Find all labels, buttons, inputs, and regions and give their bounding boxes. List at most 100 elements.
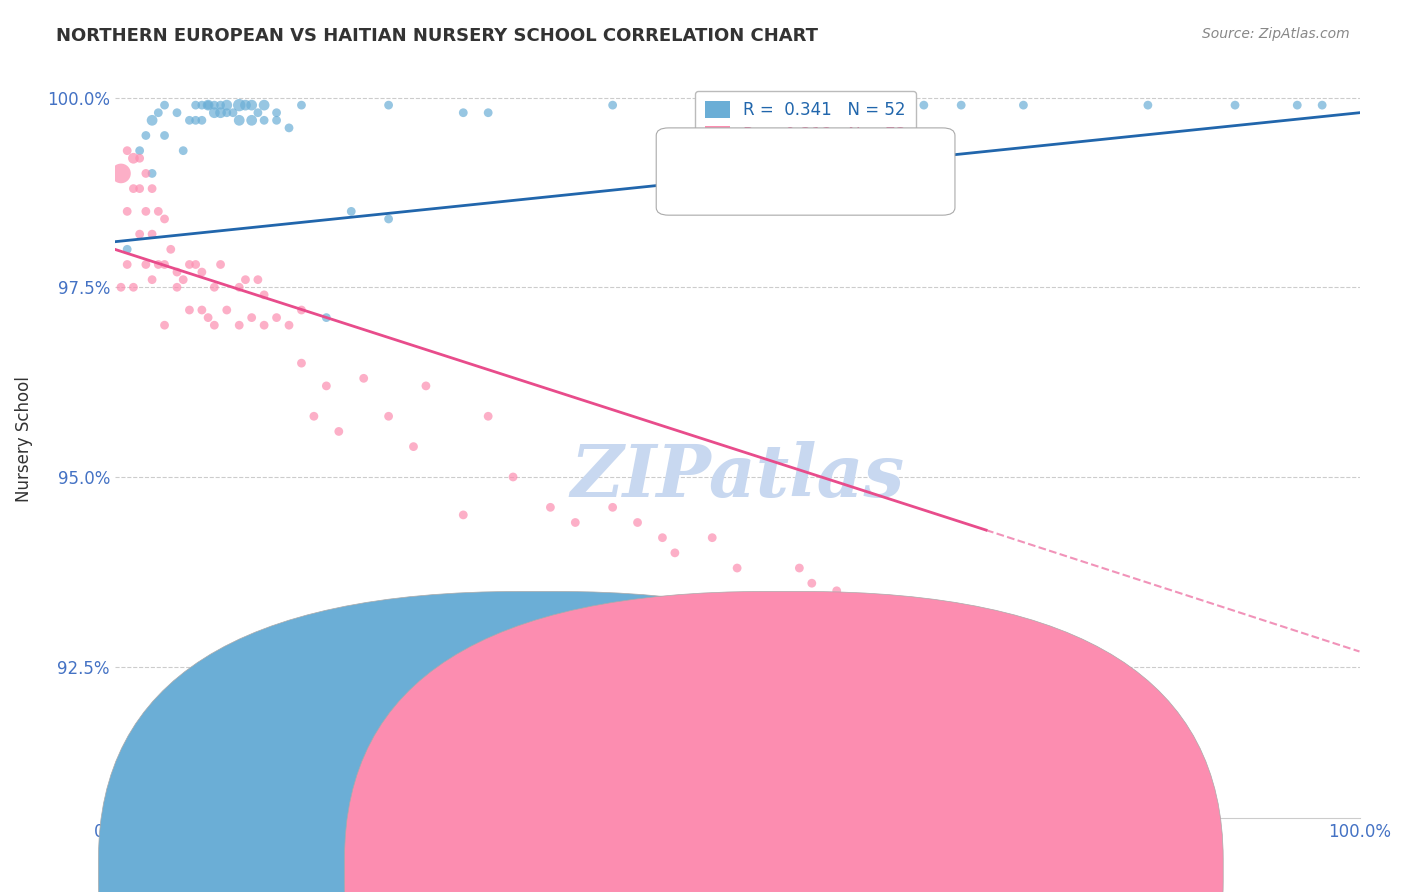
Point (825, 98, 848, 112)
Point (876, 98, 898, 112)
Point (179, 303, 201, 318)
Point (228, 280, 250, 294)
Point (266, 113, 288, 128)
Point (184, 113, 207, 128)
Point (148, 204, 170, 219)
Point (377, 211, 399, 226)
Point (202, 98, 225, 112)
Point (240, 113, 263, 128)
Point (290, 98, 312, 112)
Point (115, 258, 138, 272)
Point (172, 273, 194, 287)
Point (191, 98, 214, 112)
FancyBboxPatch shape (657, 128, 955, 215)
Point (702, 531, 724, 545)
Point (477, 105, 499, 120)
Point (800, 576, 823, 591)
Point (950, 637, 973, 651)
Point (128, 227, 150, 241)
Point (122, 181, 145, 195)
Point (135, 166, 157, 180)
Point (302, 409, 325, 424)
Point (153, 258, 176, 272)
Point (191, 113, 214, 128)
Point (789, 561, 811, 575)
Point (222, 105, 245, 120)
Point (128, 181, 150, 195)
Point (153, 318, 176, 333)
Point (166, 280, 188, 294)
Point (851, 591, 873, 606)
Point (228, 98, 250, 112)
Point (148, 105, 170, 120)
Point (141, 166, 163, 180)
Point (184, 258, 207, 272)
Point (110, 166, 132, 180)
Point (602, 500, 624, 515)
Point (725, 561, 748, 575)
Point (328, 425, 350, 439)
Point (202, 105, 225, 120)
Point (415, 379, 437, 393)
Text: NORTHERN EUROPEAN VS HAITIAN NURSERY SCHOOL CORRELATION CHART: NORTHERN EUROPEAN VS HAITIAN NURSERY SCH… (56, 27, 818, 45)
Point (290, 303, 312, 318)
Point (825, 583, 848, 598)
Point (128, 151, 150, 165)
Text: ZIPatlas: ZIPatlas (569, 442, 904, 513)
Point (876, 607, 898, 621)
Point (135, 258, 157, 272)
Point (538, 500, 561, 515)
Point (950, 98, 973, 112)
Point (453, 105, 475, 120)
Point (197, 310, 219, 325)
Point (184, 98, 207, 112)
Point (502, 470, 524, 484)
Point (202, 280, 225, 294)
Point (128, 144, 150, 158)
Point (626, 516, 648, 530)
Point (477, 409, 499, 424)
Point (166, 105, 188, 120)
Point (266, 105, 288, 120)
Text: Northern Europeans: Northern Europeans (508, 865, 673, 883)
Y-axis label: Nursery School: Nursery School (15, 376, 32, 502)
Point (912, 98, 935, 112)
Point (240, 310, 263, 325)
Point (115, 243, 138, 257)
Point (912, 614, 935, 628)
Point (353, 371, 375, 385)
Point (1223, 98, 1246, 112)
Point (115, 144, 138, 158)
Point (166, 265, 188, 279)
Point (215, 105, 238, 120)
Legend: R =  0.341   N = 52, R = -0.312   N = 73: R = 0.341 N = 52, R = -0.312 N = 73 (695, 91, 917, 153)
Point (340, 204, 363, 219)
Point (172, 144, 194, 158)
Point (564, 516, 586, 530)
Point (197, 98, 219, 112)
Point (159, 243, 181, 257)
Point (278, 318, 301, 333)
Point (179, 113, 201, 128)
Point (191, 303, 214, 318)
Point (141, 227, 163, 241)
Point (115, 204, 138, 219)
Text: Haitians: Haitians (810, 865, 877, 883)
Point (315, 310, 337, 325)
Point (253, 318, 276, 333)
Point (253, 98, 276, 112)
Point (1012, 98, 1035, 112)
Point (240, 98, 263, 112)
Point (253, 288, 276, 302)
Point (235, 98, 257, 112)
Point (290, 356, 312, 370)
Point (377, 98, 399, 112)
Point (191, 265, 214, 279)
Point (135, 128, 157, 143)
Point (135, 204, 157, 219)
Point (153, 128, 176, 143)
Point (602, 98, 624, 112)
Point (246, 105, 269, 120)
Point (1000, 652, 1022, 666)
Point (141, 273, 163, 287)
